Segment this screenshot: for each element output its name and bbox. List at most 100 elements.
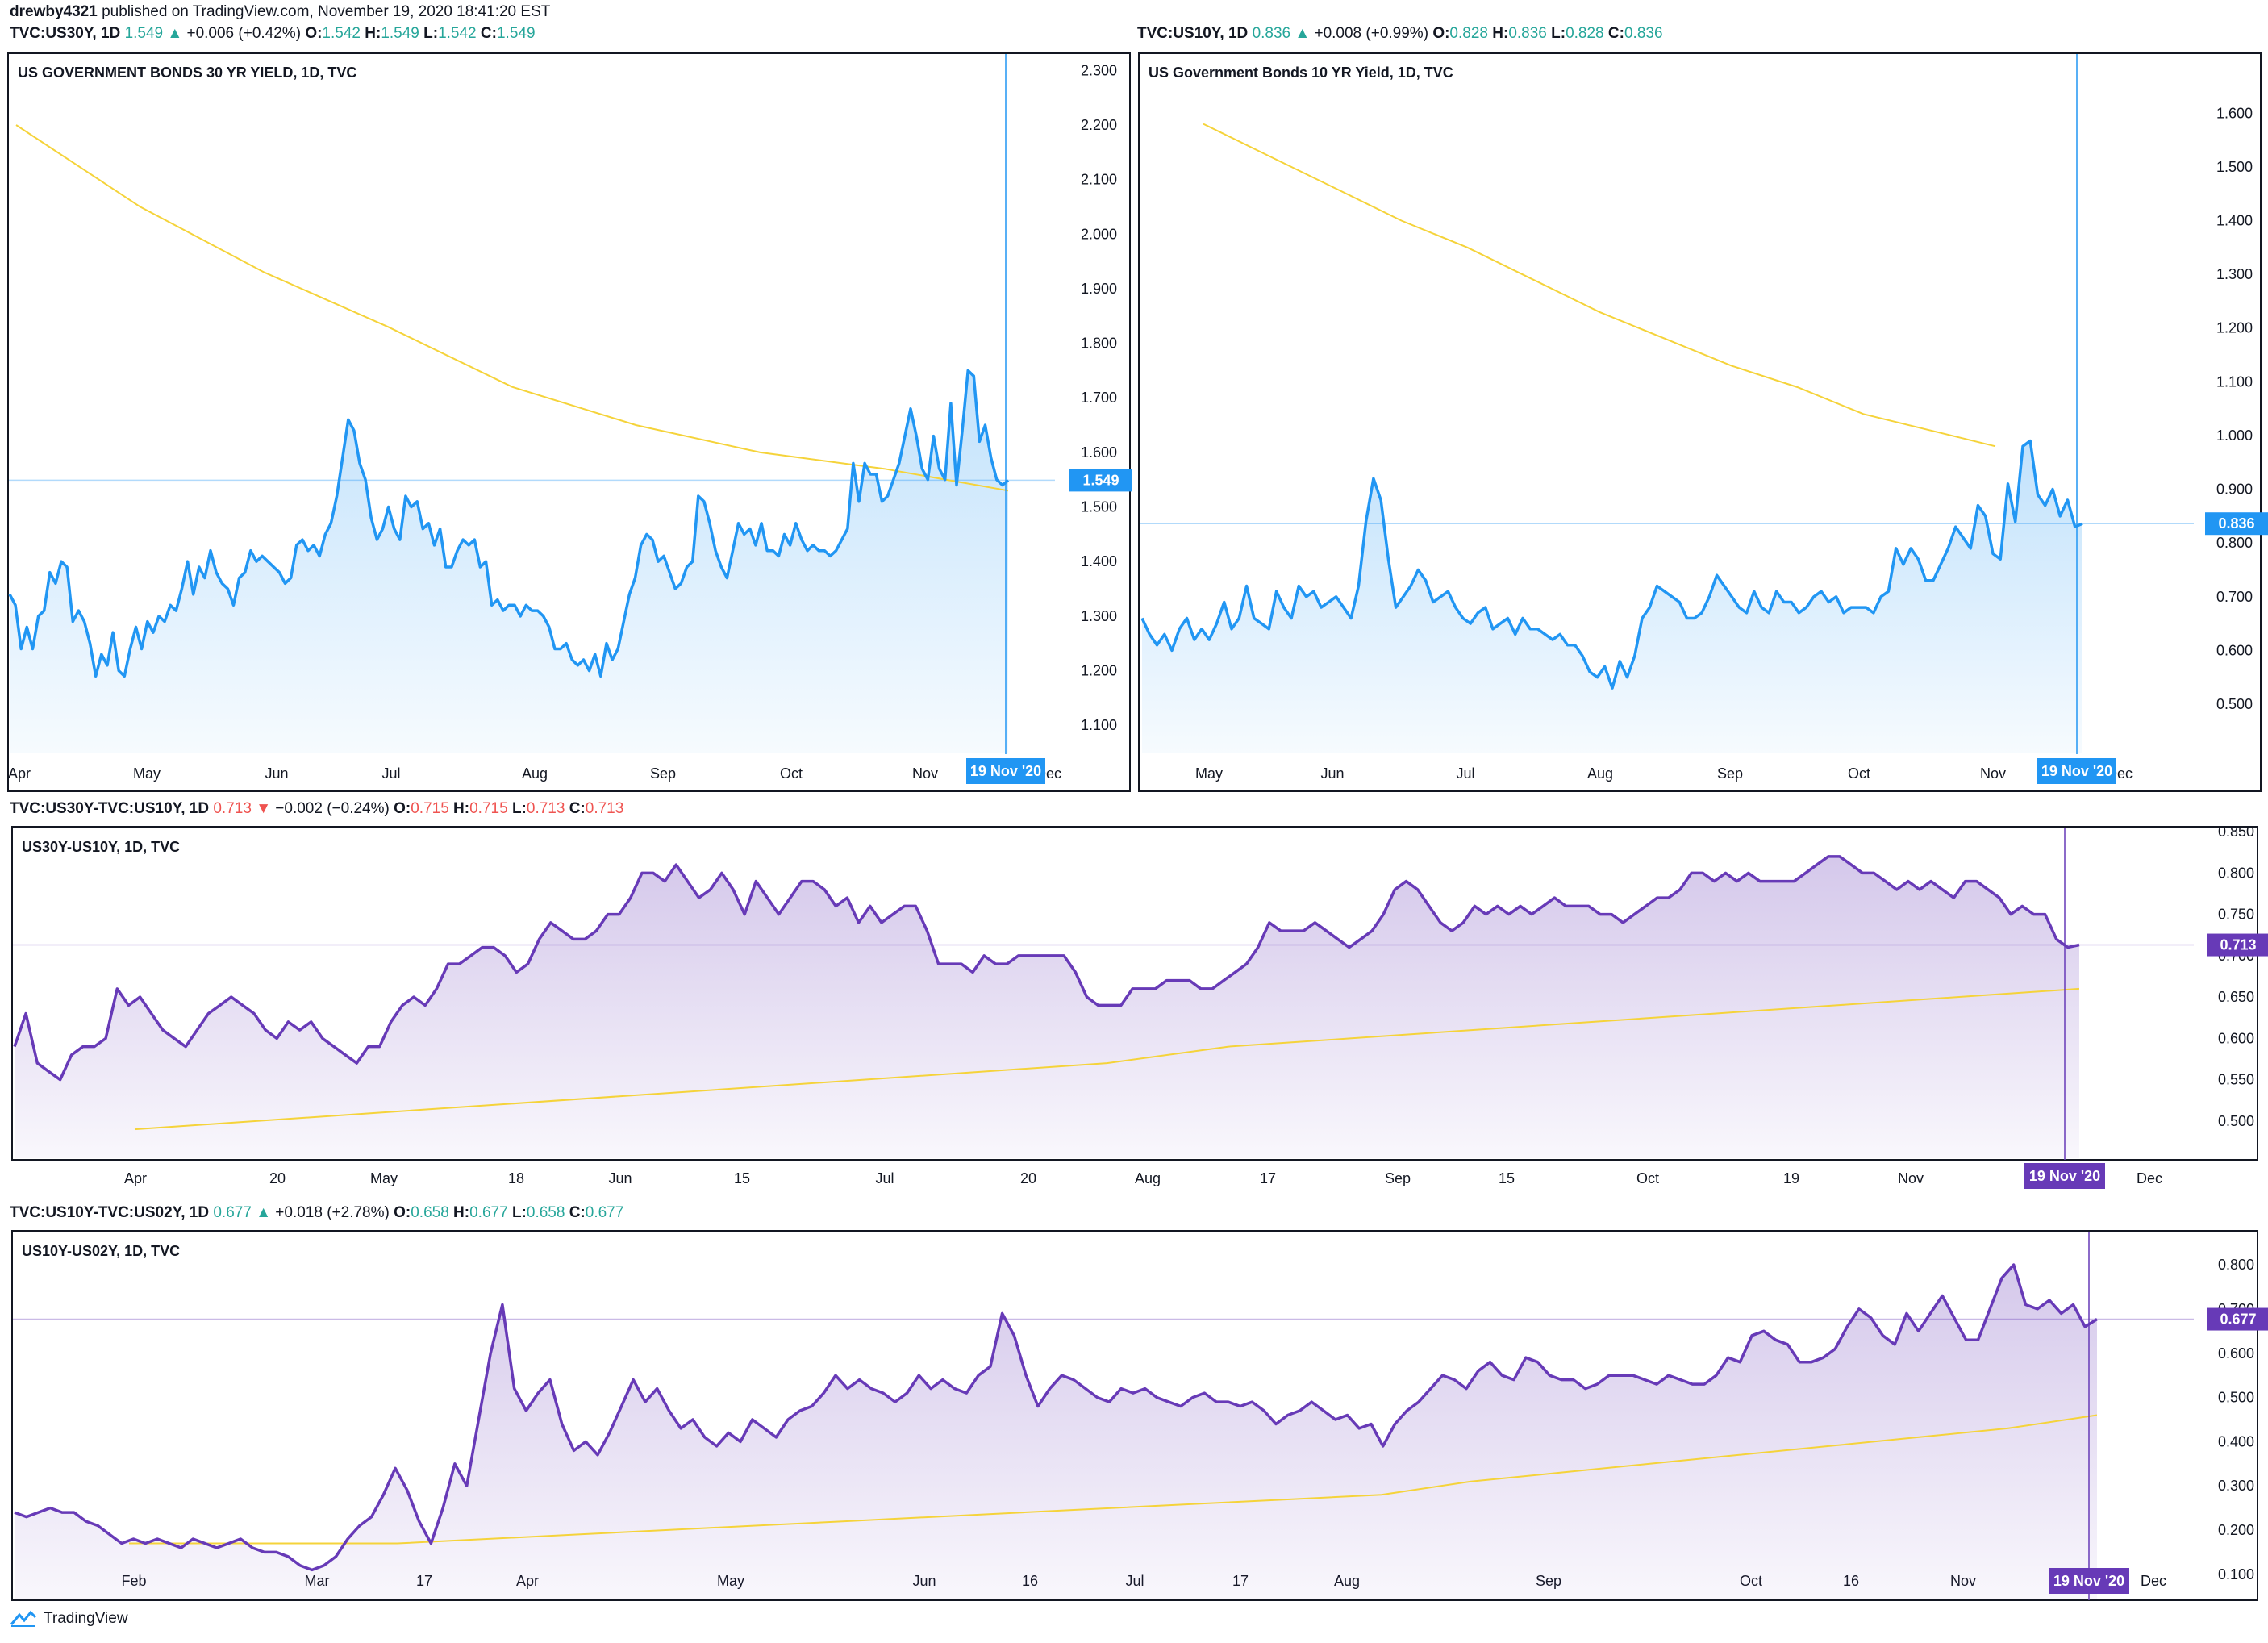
series-line — [14, 1263, 2098, 1572]
y-tick-label: 1.100 — [2216, 373, 2253, 390]
x-tick-label: 15 — [1499, 1170, 1515, 1186]
y-tick-label: 1.300 — [1081, 608, 1117, 624]
x-tick-label: Apr — [8, 765, 31, 782]
moving-average-line — [1203, 123, 1996, 448]
x-tick-label: May — [1195, 765, 1223, 782]
y-tick-label: 0.400 — [2218, 1433, 2254, 1449]
legend-us30y-us10y: TVC:US30Y-TVC:US10Y, 1D 0.713 ▼ −0.002 (… — [10, 800, 624, 817]
series-line — [1140, 439, 2083, 690]
crosshair-date-label: 19 Nov '20 — [2029, 1168, 2100, 1184]
y-tick-label: 0.650 — [2218, 989, 2254, 1005]
legend-us30y: TVC:US30Y, 1D 1.549 ▲ +0.006 (+0.42%) O:… — [10, 25, 536, 42]
x-tick-label: 18 — [508, 1170, 524, 1186]
footer: TradingView — [10, 1610, 128, 1628]
x-tick-label: Jul — [1456, 765, 1474, 782]
last-value-box — [2205, 512, 2268, 536]
y-tick-label: 1.500 — [2216, 159, 2253, 175]
x-tick-label: 19 — [1783, 1170, 1799, 1186]
x-tick-label: Aug — [1135, 1170, 1161, 1186]
x-tick-label: Nov — [912, 765, 938, 782]
x-tick-label: Nov — [1980, 765, 2006, 782]
series-line — [13, 855, 2080, 1082]
legend-us10y-us02y: TVC:US10Y-TVC:US02Y, 1D 0.677 ▲ +0.018 (… — [10, 1204, 624, 1221]
y-tick-label: 2.300 — [1081, 62, 1117, 78]
panel-title-us30y: US GOVERNMENT BONDS 30 YR YIELD, 1D, TVC — [18, 65, 357, 81]
y-tick-label: 0.750 — [2218, 907, 2254, 923]
x-tick-label: 20 — [269, 1170, 286, 1186]
author-name: drewby4321 — [10, 3, 98, 20]
x-tick-label: Jun — [608, 1170, 632, 1186]
panel-title-us10y: US Government Bonds 10 YR Yield, 1D, TVC — [1149, 65, 1453, 81]
x-tick-label: Dec — [2141, 1573, 2166, 1589]
x-tick-label: May — [370, 1170, 398, 1186]
crosshair-date-label: 19 Nov '20 — [970, 763, 1041, 779]
last-value-box — [2207, 933, 2268, 957]
last-value-label: 1.549 — [1082, 472, 1119, 488]
y-tick-label: 1.400 — [1081, 553, 1117, 569]
y-tick-label: 0.600 — [2218, 1345, 2254, 1362]
y-tick-label: 0.500 — [2218, 1390, 2254, 1406]
series-area-fill — [10, 370, 1008, 753]
y-tick-label: 1.000 — [2216, 427, 2253, 444]
x-tick-label: Sep — [1717, 765, 1743, 782]
y-tick-label: 0.800 — [2218, 865, 2254, 881]
chart-1: 1.600 1.500 1.400 1.300 1.200 1.100 1.000 0.900… — [1140, 54, 2268, 784]
x-tick-label: Jul — [381, 765, 400, 782]
moving-average-line — [134, 987, 2080, 1131]
y-tick-label: 1.200 — [2216, 320, 2253, 336]
y-tick-label: 1.500 — [1081, 499, 1117, 515]
moving-average-line — [15, 124, 1009, 492]
y-tick-label: 1.800 — [1081, 336, 1117, 352]
x-tick-label: 15 — [734, 1170, 750, 1186]
last-value-box — [1069, 469, 1132, 492]
legend-us10y: TVC:US10Y, 1D 0.836 ▲ +0.008 (+0.99%) O:… — [1137, 25, 1663, 42]
crosshair-date-label: 19 Nov '20 — [2053, 1573, 2124, 1589]
y-tick-label: 0.900 — [2216, 482, 2253, 498]
y-tick-label: 0.600 — [2216, 642, 2253, 658]
crosshair-date-box — [966, 758, 1045, 784]
y-tick-label: 0.200 — [2218, 1522, 2254, 1538]
series-area-fill — [15, 856, 2079, 1158]
y-tick-label: 0.100 — [2218, 1566, 2254, 1583]
x-tick-label: Oct — [1848, 765, 1870, 782]
moving-average-line — [129, 1414, 2098, 1545]
series-area-fill — [1142, 440, 2082, 753]
y-tick-label: 1.200 — [1081, 663, 1117, 679]
y-tick-label: 1.700 — [1081, 390, 1117, 406]
panel-title-us30y-us10y: US30Y-US10Y, 1D, TVC — [22, 839, 181, 855]
y-tick-label: 0.550 — [2218, 1072, 2254, 1088]
y-tick-label: 2.000 — [1081, 226, 1117, 242]
x-tick-label: Sep — [650, 765, 676, 782]
x-tick-label: Dec — [2137, 1170, 2162, 1186]
publish-info: published on TradingView.com, November 1… — [102, 3, 551, 20]
y-tick-label: 1.600 — [2216, 105, 2253, 121]
y-tick-label: 0.600 — [2218, 1030, 2254, 1046]
y-tick-label: 1.900 — [1081, 281, 1117, 297]
publish-header: drewby4321 published on TradingView.com,… — [10, 3, 550, 21]
x-tick-label: Nov — [1898, 1170, 1924, 1186]
y-tick-label: 1.100 — [1081, 717, 1117, 733]
series-area-fill — [15, 1265, 2097, 1599]
y-tick-label: 0.500 — [2218, 1113, 2254, 1129]
x-tick-label: 20 — [1020, 1170, 1036, 1186]
chart-2: 0.8500.8000.7500.7000.6500.6000.5500.500… — [13, 824, 2268, 1189]
x-tick-label: Jun — [1320, 765, 1344, 782]
x-tick-label: Oct — [1636, 1170, 1659, 1186]
y-tick-label: 2.100 — [1081, 172, 1117, 188]
y-tick-label: 0.300 — [2218, 1478, 2254, 1494]
y-tick-label: 0.800 — [2218, 1257, 2254, 1273]
last-value-box — [2207, 1307, 2268, 1331]
y-tick-label: 1.400 — [2216, 213, 2253, 229]
y-tick-label: 0.850 — [2218, 824, 2254, 840]
crosshair-date-box — [2037, 758, 2116, 784]
chart-3: 0.8000.7000.6000.5000.4000.3000.2000.100… — [13, 1232, 2268, 1600]
tradingview-logo-icon — [10, 1610, 37, 1627]
footer-brand: TradingView — [44, 1610, 128, 1627]
x-tick-label: Oct — [780, 765, 803, 782]
x-tick-label: Aug — [522, 765, 548, 782]
panel-title-us10y-us02y: US10Y-US02Y, 1D, TVC — [22, 1243, 181, 1259]
x-tick-label: 17 — [1260, 1170, 1276, 1186]
x-tick-label: Apr — [124, 1170, 147, 1186]
chart-0: 2.300 2.200 2.100 2.000 1.900 1.800 1.700 1.600… — [8, 54, 1132, 784]
